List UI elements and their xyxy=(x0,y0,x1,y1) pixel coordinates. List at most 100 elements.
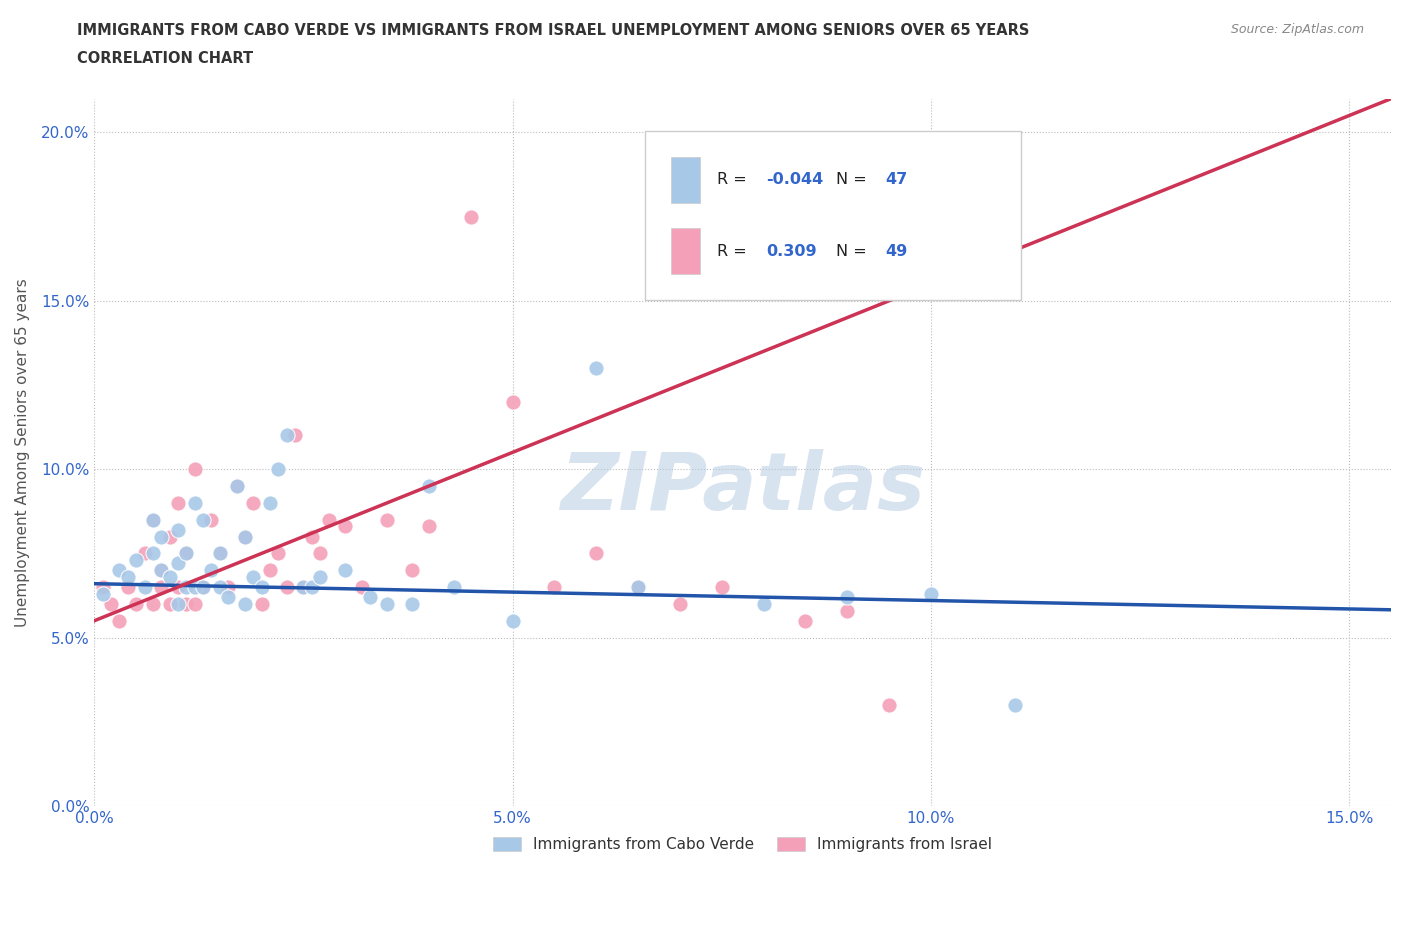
Point xyxy=(401,563,423,578)
Point xyxy=(167,523,190,538)
Point xyxy=(150,563,173,578)
Text: 49: 49 xyxy=(886,244,907,259)
Text: N =: N = xyxy=(837,172,872,187)
Point xyxy=(134,546,156,561)
Point xyxy=(142,596,165,611)
Point xyxy=(301,579,323,594)
Point xyxy=(208,579,231,594)
Point xyxy=(284,428,307,443)
Point xyxy=(543,579,565,594)
Point xyxy=(267,546,290,561)
Point xyxy=(217,590,239,604)
Point xyxy=(159,529,181,544)
Point xyxy=(108,563,131,578)
Point xyxy=(920,586,942,601)
Point xyxy=(125,552,148,567)
Point xyxy=(309,569,332,584)
Point xyxy=(418,479,440,494)
Point xyxy=(117,579,139,594)
Point xyxy=(159,596,181,611)
Point xyxy=(91,579,114,594)
Text: 0.309: 0.309 xyxy=(766,244,817,259)
Point xyxy=(250,579,273,594)
Text: N =: N = xyxy=(837,244,872,259)
Point xyxy=(150,563,173,578)
Text: CORRELATION CHART: CORRELATION CHART xyxy=(77,51,253,66)
Point xyxy=(200,563,222,578)
Point xyxy=(142,546,165,561)
FancyBboxPatch shape xyxy=(671,156,700,203)
Point xyxy=(184,496,207,511)
Point xyxy=(276,428,298,443)
Point xyxy=(250,596,273,611)
Point xyxy=(208,546,231,561)
Point xyxy=(184,579,207,594)
Point xyxy=(233,529,256,544)
Point xyxy=(134,579,156,594)
Text: R =: R = xyxy=(717,244,752,259)
Point xyxy=(443,579,465,594)
FancyBboxPatch shape xyxy=(645,130,1021,300)
Point xyxy=(669,596,692,611)
Point xyxy=(710,579,733,594)
Point xyxy=(585,361,607,376)
Point xyxy=(191,579,214,594)
Point xyxy=(184,596,207,611)
Point xyxy=(502,394,524,409)
Point xyxy=(191,579,214,594)
Text: IMMIGRANTS FROM CABO VERDE VS IMMIGRANTS FROM ISRAEL UNEMPLOYMENT AMONG SENIORS : IMMIGRANTS FROM CABO VERDE VS IMMIGRANTS… xyxy=(77,23,1029,38)
Point xyxy=(176,579,198,594)
Point xyxy=(176,546,198,561)
Point xyxy=(401,596,423,611)
Point xyxy=(318,512,340,527)
Point xyxy=(108,613,131,628)
Point xyxy=(142,512,165,527)
Text: R =: R = xyxy=(717,172,752,187)
Point xyxy=(117,569,139,584)
Point xyxy=(460,209,482,224)
Point xyxy=(167,556,190,571)
Point xyxy=(1004,698,1026,712)
Point xyxy=(267,461,290,476)
Point xyxy=(225,479,247,494)
Point xyxy=(292,579,315,594)
Point xyxy=(233,596,256,611)
Point xyxy=(837,604,859,618)
Point xyxy=(150,529,173,544)
FancyBboxPatch shape xyxy=(671,228,700,274)
Text: -0.044: -0.044 xyxy=(766,172,824,187)
Text: 47: 47 xyxy=(886,172,907,187)
Y-axis label: Unemployment Among Seniors over 65 years: Unemployment Among Seniors over 65 years xyxy=(15,278,30,627)
Point xyxy=(350,579,373,594)
Point xyxy=(627,579,650,594)
Point xyxy=(233,529,256,544)
Point xyxy=(502,613,524,628)
Point xyxy=(100,596,122,611)
Point xyxy=(585,546,607,561)
Point xyxy=(837,590,859,604)
Point xyxy=(167,496,190,511)
Point xyxy=(176,546,198,561)
Point xyxy=(794,613,817,628)
Point xyxy=(167,579,190,594)
Point xyxy=(242,569,264,584)
Point xyxy=(301,529,323,544)
Point xyxy=(418,519,440,534)
Point xyxy=(292,579,315,594)
Point xyxy=(259,496,281,511)
Point xyxy=(335,519,357,534)
Point xyxy=(259,563,281,578)
Point xyxy=(142,512,165,527)
Point xyxy=(242,496,264,511)
Text: ZIPatlas: ZIPatlas xyxy=(560,448,925,526)
Point xyxy=(191,512,214,527)
Point xyxy=(176,596,198,611)
Point xyxy=(627,579,650,594)
Point xyxy=(309,546,332,561)
Point xyxy=(167,596,190,611)
Point xyxy=(752,596,775,611)
Point xyxy=(91,586,114,601)
Legend: Immigrants from Cabo Verde, Immigrants from Israel: Immigrants from Cabo Verde, Immigrants f… xyxy=(488,830,998,858)
Point xyxy=(877,698,900,712)
Point xyxy=(359,590,381,604)
